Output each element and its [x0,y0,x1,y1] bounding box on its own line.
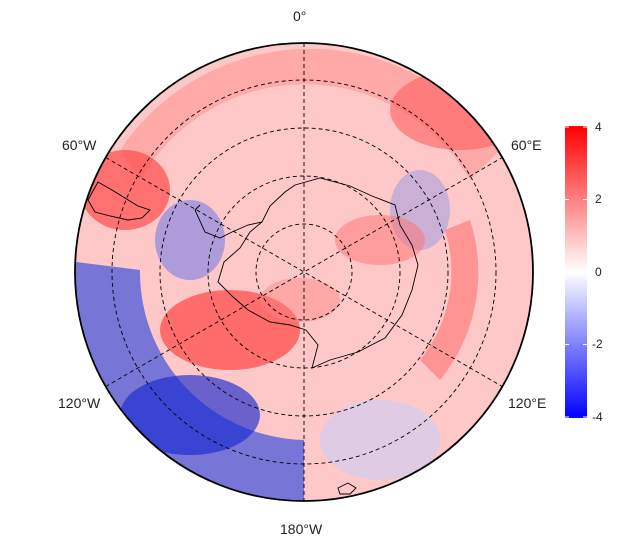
colorbar-tick-2: 2 [595,192,602,206]
lon-label-60w: 60°W [62,137,97,153]
antarctica-coastline [217,177,419,369]
lon-label-120w: 120°W [58,395,101,411]
map-boundary [74,42,534,502]
anomaly-field [75,43,533,501]
antarctic-peninsula [194,204,263,239]
longitude-grid [105,43,503,501]
colorbar-tick-neg2: -2 [592,337,603,351]
colorbar [565,126,587,418]
colorbar-tick-4: 4 [595,120,602,134]
lon-label-120e: 120°E [508,395,547,411]
lon-label-0: 0° [293,8,307,24]
colorbar-tick-neg4: -4 [592,410,603,424]
colorbar-tick-0: 0 [595,265,602,279]
lon-label-60e: 60°E [511,137,542,153]
island-coastline [337,482,357,495]
south-america-coastline [87,181,151,221]
colorbar-ticks [565,126,587,418]
lon-label-180w: 180°W [280,521,323,537]
